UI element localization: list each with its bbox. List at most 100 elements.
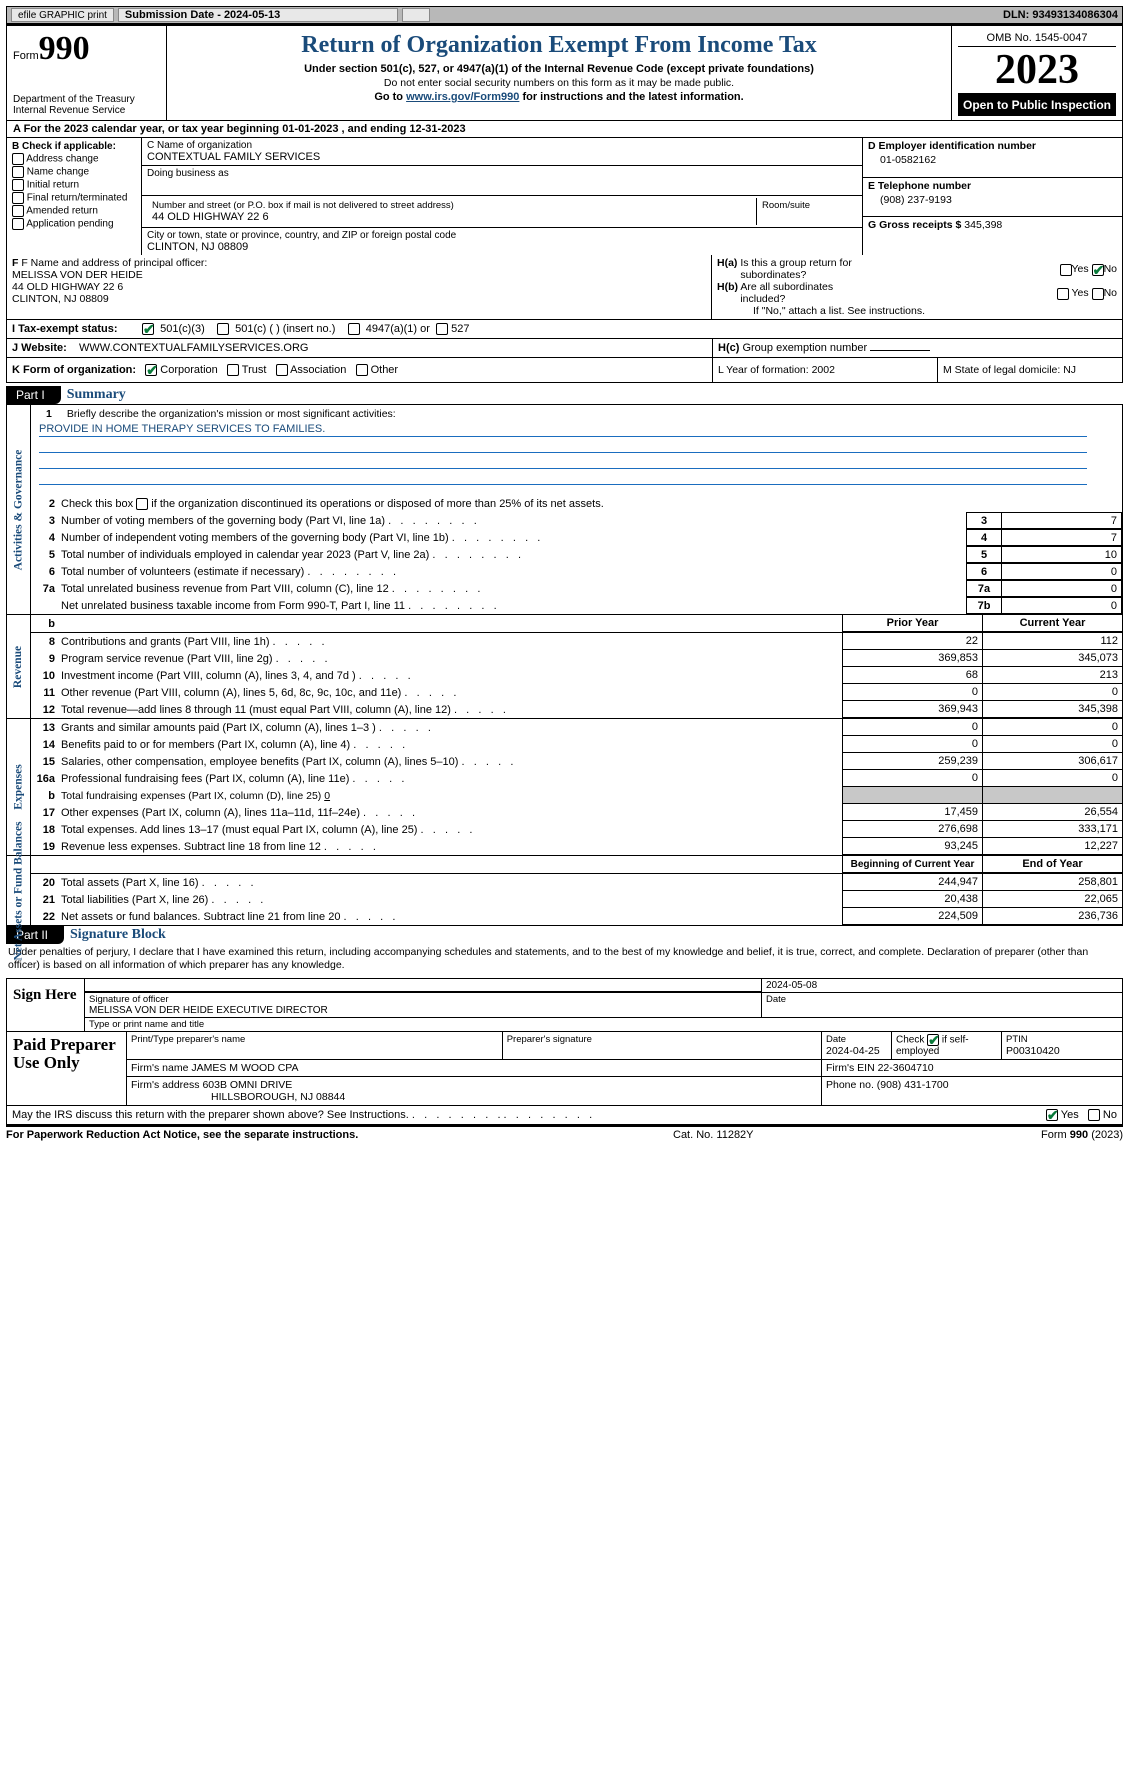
form-number-footer: Form 990 (2023) <box>923 1129 1123 1141</box>
check-name-change[interactable] <box>12 166 24 178</box>
perjury-statement: Under penalties of perjury, I declare th… <box>6 944 1123 977</box>
summary-line: 6Total number of volunteers (estimate if… <box>31 563 1122 580</box>
prep-name-label: Print/Type preparer's name <box>127 1032 503 1059</box>
summary-line: 14Benefits paid to or for members (Part … <box>31 736 1122 753</box>
check-501c[interactable] <box>217 323 229 335</box>
ha-yes-check[interactable] <box>1060 264 1072 276</box>
ein-label: D Employer identification number <box>868 140 1117 152</box>
paid-preparer-block: Paid Preparer Use Only Print/Type prepar… <box>6 1032 1123 1106</box>
org-name-label: C Name of organization <box>147 140 252 151</box>
catalog-number: Cat. No. 11282Y <box>673 1129 923 1141</box>
part1-title: Summary <box>67 387 126 403</box>
firm-addr2: HILLSBOROUGH, NJ 08844 <box>131 1091 345 1103</box>
firm-addr-label: Firm's address <box>131 1079 202 1091</box>
check-527[interactable] <box>436 323 448 335</box>
summary-line: 5Total number of individuals employed in… <box>31 546 1122 563</box>
box-h: H(a) Is this a group return for subordin… <box>712 255 1122 319</box>
dln-label: DLN: 93493134086304 <box>1003 9 1118 21</box>
summary-line: 10Investment income (Part VIII, column (… <box>31 667 1122 684</box>
may-no-check[interactable] <box>1088 1109 1100 1121</box>
summary-line: 15Salaries, other compensation, employee… <box>31 753 1122 770</box>
may-irs-discuss: May the IRS discuss this return with the… <box>6 1106 1123 1125</box>
summary-line: 4Number of independent voting members of… <box>31 529 1122 546</box>
street-value: 44 OLD HIGHWAY 22 6 <box>152 211 751 223</box>
line2-text: Check this box if the organization disco… <box>61 498 1122 510</box>
ptin-label: PTIN <box>1006 1034 1118 1045</box>
summary-revenue: Revenue b Prior Year Current Year 8Contr… <box>6 615 1123 719</box>
blank-line-1 <box>39 439 1087 453</box>
efile-button[interactable]: efile GRAPHIC print <box>11 8 114 22</box>
prior-year-hdr: Prior Year <box>842 615 982 632</box>
open-to-public: Open to Public Inspection <box>958 94 1116 116</box>
line-b-curr <box>982 787 1122 804</box>
block-f-h: F F Name and address of principal office… <box>6 255 1123 320</box>
part2-title: Signature Block <box>70 927 166 943</box>
sig-date-label: Date <box>766 994 1118 1005</box>
prep-date-label: Date <box>826 1034 887 1045</box>
i-label: I Tax-exempt status: <box>12 323 142 335</box>
check-final-return[interactable] <box>12 192 24 204</box>
summary-line: 20Total assets (Part X, line 16)244,9472… <box>31 874 1122 891</box>
instructions-link[interactable]: www.irs.gov/Form990 <box>406 91 519 103</box>
officer-addr1: 44 OLD HIGHWAY 22 6 <box>12 281 706 293</box>
check-self-employed[interactable] <box>927 1034 939 1046</box>
hb-note: If "No," attach a list. See instructions… <box>717 305 1117 317</box>
summary-expenses: Expenses 13Grants and similar amounts pa… <box>6 719 1123 856</box>
summary-line: 16aProfessional fundraising fees (Part I… <box>31 770 1122 787</box>
prep-self-employed: Check if self-employed <box>892 1032 1002 1059</box>
paperwork-notice: For Paperwork Reduction Act Notice, see … <box>6 1129 673 1141</box>
website-url: WWW.CONTEXTUALFAMILYSERVICES.ORG <box>79 342 308 354</box>
check-trust[interactable] <box>227 364 239 376</box>
box-c-org: C Name of organization CONTEXTUAL FAMILY… <box>142 138 862 255</box>
hb-label: H(b) Are all subordinates included? <box>717 281 1057 305</box>
m-state-domicile: M State of legal domicile: NJ <box>937 358 1122 382</box>
phone-value: (908) 237-9193 <box>868 192 1117 206</box>
city-label: City or town, state or province, country… <box>147 230 456 241</box>
check-501c3[interactable] <box>142 323 154 335</box>
department-label: Department of the Treasury Internal Reve… <box>13 94 160 116</box>
page-footer: For Paperwork Reduction Act Notice, see … <box>6 1125 1123 1143</box>
ha-no-check[interactable] <box>1092 264 1104 276</box>
org-name: CONTEXTUAL FAMILY SERVICES <box>147 151 857 163</box>
line-b-text: Total fundraising expenses (Part IX, col… <box>61 790 842 802</box>
prep-sig-label: Preparer's signature <box>503 1032 822 1059</box>
form-subtitle-2: Do not enter social security numbers on … <box>173 77 945 89</box>
check-association[interactable] <box>276 364 288 376</box>
form-header: Form990 Department of the Treasury Inter… <box>6 24 1123 121</box>
summary-line: 8Contributions and grants (Part VIII, li… <box>31 633 1122 650</box>
row-i-tax-exempt: I Tax-exempt status: 501(c)(3) 501(c) ( … <box>7 320 1122 339</box>
check-amended-return[interactable] <box>12 205 24 217</box>
phone-label: E Telephone number <box>868 180 1117 192</box>
summary-line: 22Net assets or fund balances. Subtract … <box>31 908 1122 925</box>
hb-no-check[interactable] <box>1092 288 1104 300</box>
firm-name-value: JAMES M WOOD CPA <box>191 1062 298 1074</box>
line-b-prior <box>842 787 982 804</box>
check-other[interactable] <box>356 364 368 376</box>
blank-line-3 <box>39 471 1087 485</box>
hb-yes-check[interactable] <box>1057 288 1069 300</box>
part1-header: Part I Summary <box>6 386 1123 404</box>
may-yes-check[interactable] <box>1046 1109 1058 1121</box>
ptin-value: P00310420 <box>1006 1045 1118 1057</box>
gross-receipts-label: G Gross receipts $ <box>868 219 964 231</box>
summary-line: 13Grants and similar amounts paid (Part … <box>31 719 1122 736</box>
check-application-pending[interactable] <box>12 218 24 230</box>
summary-line: 12Total revenue—add lines 8 through 11 (… <box>31 701 1122 718</box>
sign-here-label: Sign Here <box>7 979 85 1031</box>
line2-check[interactable] <box>136 498 148 510</box>
check-corporation[interactable] <box>145 364 157 376</box>
box-b-label: B Check if applicable: <box>12 141 136 152</box>
blank-line-2 <box>39 455 1087 469</box>
submission-date-button[interactable]: Submission Date - 2024-05-13 <box>118 8 398 22</box>
hdr-b: b <box>31 618 61 630</box>
net-vlabel: Net Assets or Fund Balances <box>7 856 31 925</box>
form-subtitle-3: Go to www.irs.gov/Form990 for instructio… <box>173 91 945 103</box>
gov-vlabel: Activities & Governance <box>7 405 31 614</box>
line2-num: 2 <box>31 498 61 510</box>
officer-name: MELISSA VON DER HEIDE <box>12 269 706 281</box>
check-initial-return[interactable] <box>12 179 24 191</box>
check-address-change[interactable] <box>12 153 24 165</box>
form-number: 990 <box>39 30 90 67</box>
check-4947[interactable] <box>348 323 360 335</box>
end-year-hdr: End of Year <box>982 856 1122 873</box>
